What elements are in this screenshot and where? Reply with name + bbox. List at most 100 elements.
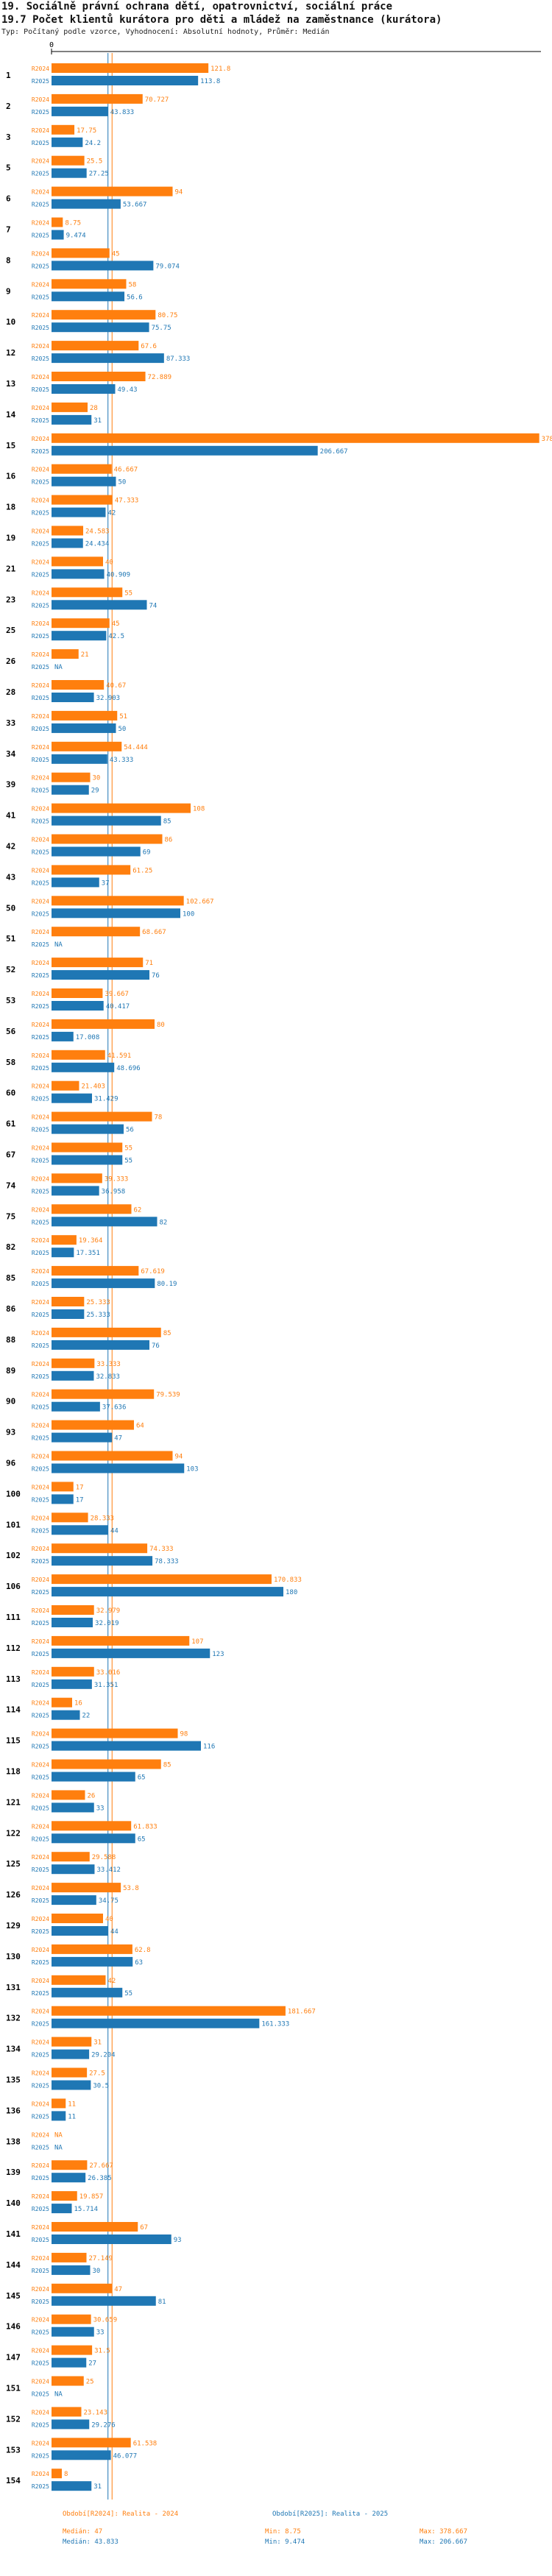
category-label: 145 — [6, 2291, 21, 2301]
value-label: 67.619 — [141, 1268, 165, 1275]
bar-r2024 — [52, 1666, 94, 1677]
bar-r2024 — [52, 495, 113, 505]
bar-r2024 — [52, 710, 118, 721]
bar-r2025 — [52, 261, 154, 271]
bar-r2025 — [52, 1926, 108, 1936]
series-tag: R2025 — [32, 2206, 49, 2212]
value-label: 170.833 — [274, 1577, 302, 1584]
category-label: 112 — [6, 1643, 21, 1653]
bar-r2025 — [52, 1525, 108, 1535]
value-label: 47.333 — [115, 498, 139, 505]
category-label: 93 — [6, 1428, 15, 1437]
value-label: 79.074 — [155, 263, 180, 270]
category-label: 115 — [6, 1736, 21, 1746]
bar-r2025 — [52, 1802, 94, 1813]
bar-r2025 — [52, 322, 149, 333]
value-label: 17 — [76, 1484, 84, 1491]
bar-r2025 — [52, 846, 141, 857]
report-title: 19. Sociálně právní ochrana dětí, opatro… — [1, 1, 393, 13]
bar-r2025 — [52, 230, 64, 240]
category-label: 15 — [6, 441, 15, 450]
value-label: 24.434 — [85, 541, 110, 548]
category-label: 3 — [6, 132, 11, 142]
series-tag: R2024 — [32, 867, 49, 874]
value-label: 180 — [286, 1589, 297, 1596]
bar-r2025 — [52, 137, 83, 147]
report-subtitle: 19.7 Počet klientů kurátora pro děti a m… — [1, 14, 442, 26]
series-tag: R2024 — [32, 1916, 49, 1922]
value-label: 27.5 — [89, 2070, 105, 2078]
category-label: 111 — [6, 1613, 21, 1622]
bar-r2025 — [52, 785, 89, 795]
value-label: 45 — [112, 250, 120, 258]
series-tag: R2024 — [32, 2440, 49, 2446]
series-tag: R2025 — [32, 448, 49, 455]
value-label: 30 — [93, 2268, 101, 2275]
bar-r2024 — [52, 1358, 95, 1368]
series-tag: R2024 — [32, 620, 49, 627]
series-tag: R2024 — [32, 806, 49, 813]
value-label: 46.667 — [114, 467, 138, 474]
value-label: 76 — [152, 1342, 160, 1350]
bar-r2025 — [52, 1772, 135, 1782]
bar-r2024 — [52, 834, 163, 844]
series-tag: R2024 — [32, 2255, 49, 2262]
value-label: 80.19 — [157, 1281, 177, 1288]
series-tag: R2025 — [32, 664, 49, 670]
series-tag: R2025 — [32, 1003, 49, 1010]
series-tag: R2024 — [32, 2039, 49, 2046]
bar-r2024 — [52, 93, 143, 104]
bar-r2024 — [52, 186, 173, 197]
category-label: 9 — [6, 286, 11, 296]
bar-r2025 — [52, 1741, 201, 1751]
value-label: 32.903 — [96, 695, 121, 702]
value-label: 50 — [118, 479, 127, 486]
series-tag: R2024 — [32, 127, 49, 134]
series-tag: R2025 — [32, 1805, 49, 1811]
value-label: 32.019 — [95, 1620, 119, 1627]
category-label: 136 — [6, 2106, 21, 2115]
series-tag: R2025 — [32, 910, 49, 917]
category-label: 28 — [6, 687, 15, 697]
category-label: 146 — [6, 2322, 21, 2332]
series-tag: R2024 — [32, 1299, 49, 1306]
series-tag: R2025 — [32, 757, 49, 763]
bar-r2025 — [52, 1432, 113, 1443]
series-tag: R2025 — [32, 941, 49, 948]
bar-r2024 — [52, 1852, 90, 1862]
bar-r2024 — [52, 1759, 161, 1769]
series-tag: R2024 — [32, 281, 49, 288]
series-tag: R2025 — [32, 2083, 49, 2090]
series-tag: R2024 — [32, 559, 49, 565]
value-label: 67 — [140, 2224, 148, 2232]
summary-max: Max: 378.667 — [420, 2528, 467, 2536]
bar-r2024 — [52, 372, 146, 381]
value-label: 206.667 — [320, 448, 348, 456]
bar-r2024 — [52, 896, 184, 906]
bar-r2025 — [52, 2111, 66, 2121]
bar-r2024 — [52, 1050, 105, 1060]
category-label: 41 — [6, 811, 16, 821]
series-tag: R2025 — [32, 140, 49, 146]
value-label: 85 — [163, 1762, 171, 1769]
series-tag: R2025 — [32, 1897, 49, 1904]
series-tag: R2024 — [32, 1762, 49, 1769]
series-tag: R2024 — [32, 1638, 49, 1645]
series-tag: R2024 — [32, 1206, 49, 1213]
value-label: 51 — [119, 713, 127, 721]
bar-r2025 — [52, 414, 92, 425]
value-label: 70.727 — [145, 96, 169, 104]
value-label: 40.67 — [106, 682, 126, 690]
series-tag: R2025 — [32, 2391, 49, 2398]
category-label: 82 — [6, 1242, 15, 1252]
value-label: 25.333 — [86, 1312, 110, 1319]
bar-r2025 — [52, 2419, 90, 2430]
series-tag: R2024 — [32, 1823, 49, 1830]
bar-r2025 — [52, 1494, 74, 1504]
category-label: 121 — [6, 1797, 21, 1807]
value-label: 49.43 — [118, 386, 138, 394]
bar-r2024 — [52, 2283, 113, 2293]
category-label: 5 — [6, 163, 11, 173]
series-tag: R2024 — [32, 1083, 49, 1090]
bar-r2024 — [52, 402, 88, 412]
